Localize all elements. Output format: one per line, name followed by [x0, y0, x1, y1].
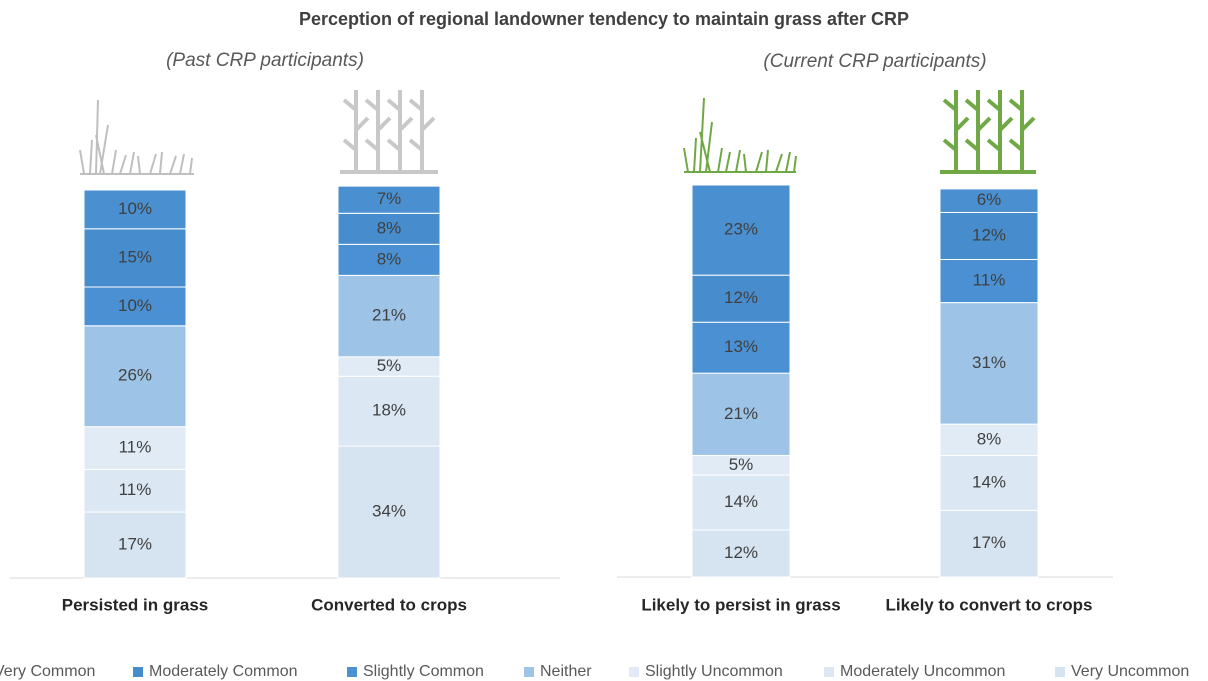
legend-marker	[1055, 667, 1065, 677]
data-label: 8%	[377, 249, 402, 268]
data-label: 18%	[372, 401, 406, 420]
data-label: 23%	[724, 220, 758, 239]
data-label: 5%	[377, 356, 402, 375]
legend-marker	[524, 667, 534, 677]
corn-icon	[940, 90, 1036, 172]
legend-marker	[133, 667, 143, 677]
data-label: 26%	[118, 366, 152, 385]
data-label: 17%	[118, 535, 152, 554]
data-label: 6%	[977, 190, 1002, 209]
data-label: 10%	[118, 296, 152, 315]
data-label: 11%	[119, 438, 152, 457]
data-label: 14%	[972, 472, 1006, 491]
legend-label: Very Uncommon	[1071, 663, 1189, 680]
chart-subtitle: (Past CRP participants)	[166, 50, 364, 71]
data-label: 31%	[972, 353, 1006, 372]
chart-title: Perception of regional landowner tendenc…	[299, 9, 909, 29]
legend-marker	[347, 667, 357, 677]
data-label: 21%	[372, 306, 406, 325]
data-label: 15%	[118, 247, 152, 266]
legend-marker	[824, 667, 834, 677]
grass-icon	[80, 100, 194, 174]
x-tick-label: Persisted in grass	[62, 595, 208, 614]
data-label: 21%	[724, 404, 758, 423]
data-label: 8%	[977, 429, 1002, 448]
data-label: 34%	[372, 502, 406, 521]
data-label: 14%	[724, 492, 758, 511]
data-label: 7%	[377, 189, 402, 208]
data-label: 11%	[973, 271, 1006, 290]
chart-subtitle: (Current CRP participants)	[763, 51, 986, 72]
legend-label: Slightly Common	[363, 663, 484, 680]
data-label: 17%	[972, 533, 1006, 552]
legend-label: Neither	[540, 663, 592, 680]
legend-label: Moderately Uncommon	[840, 663, 1005, 680]
data-label: 12%	[724, 288, 758, 307]
data-label: 5%	[729, 455, 754, 474]
data-label: 11%	[119, 480, 152, 499]
legend-label: Moderately Common	[149, 663, 298, 680]
data-label: 13%	[724, 337, 758, 356]
legend-label: Slightly Uncommon	[645, 663, 783, 680]
x-tick-label: Likely to convert to crops	[886, 595, 1093, 614]
x-tick-label: Converted to crops	[311, 595, 467, 614]
legend-label: Very Common	[0, 663, 95, 680]
data-label: 12%	[972, 225, 1006, 244]
data-label: 12%	[724, 543, 758, 562]
legend-marker	[629, 667, 639, 677]
corn-icon	[340, 90, 438, 172]
x-tick-label: Likely to persist in grass	[641, 595, 840, 614]
data-label: 8%	[377, 218, 402, 237]
data-label: 10%	[118, 199, 152, 218]
chart: Perception of regional landowner tendenc…	[0, 0, 1208, 681]
grass-icon	[684, 98, 796, 172]
